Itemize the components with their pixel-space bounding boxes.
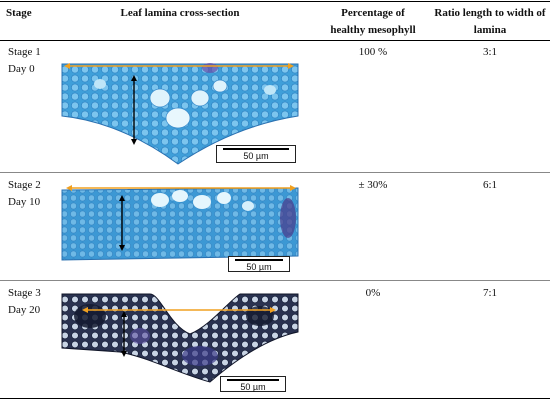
bottom-rule [0,398,550,399]
row-3-mesophyll: 0% [365,287,381,299]
header-mesophyll-1: Percentage of [341,7,405,19]
row-3-micrograph: 50 µm [60,286,300,394]
row-2-day-label: Day 10 [8,196,41,208]
row-3-scale-label: 50 µm [240,382,266,392]
row-1-mesophyll: 100 % [358,46,388,58]
row-1-rule [0,172,550,173]
row-1-scale-bar: 50 µm [216,145,296,163]
header-mesophyll-2: healthy mesophyll [330,24,416,36]
row-3-day-label: Day 20 [8,304,41,316]
row-3-scale-bar: 50 µm [220,376,286,392]
header-stage: Stage [6,7,32,19]
row-3-stage: Stage 3 Day 20 [8,285,41,319]
row-3-ratio: 7:1 [482,287,498,299]
row-1-day-label: Day 0 [8,63,35,75]
row-1-scale-label: 50 µm [243,151,269,161]
row-1-micrograph: 50 µm [60,56,300,168]
row-2-stage: Stage 2 Day 10 [8,177,41,211]
row-1-ratio: 3:1 [482,46,498,58]
row-3-stage-label: Stage 3 [8,287,41,299]
row-1-stage: Stage 1 Day 0 [8,44,41,78]
row-2-rule [0,280,550,281]
row-2-scale-bar: 50 µm [228,256,290,272]
row-2-ratio: 6:1 [482,179,498,191]
header-ratio-1: Ratio length to width of [434,7,546,19]
header-section: Leaf lamina cross-section [120,7,240,19]
header-ratio-2: lamina [473,24,507,36]
row-2-stage-label: Stage 2 [8,179,41,191]
row-2-micrograph: 50 µm [60,178,300,274]
row-2-mesophyll: ± 30% [358,179,388,191]
row-1-stage-label: Stage 1 [8,46,41,58]
row-2-scale-label: 50 µm [246,262,272,272]
header-rule [0,40,550,41]
top-rule [0,1,550,2]
